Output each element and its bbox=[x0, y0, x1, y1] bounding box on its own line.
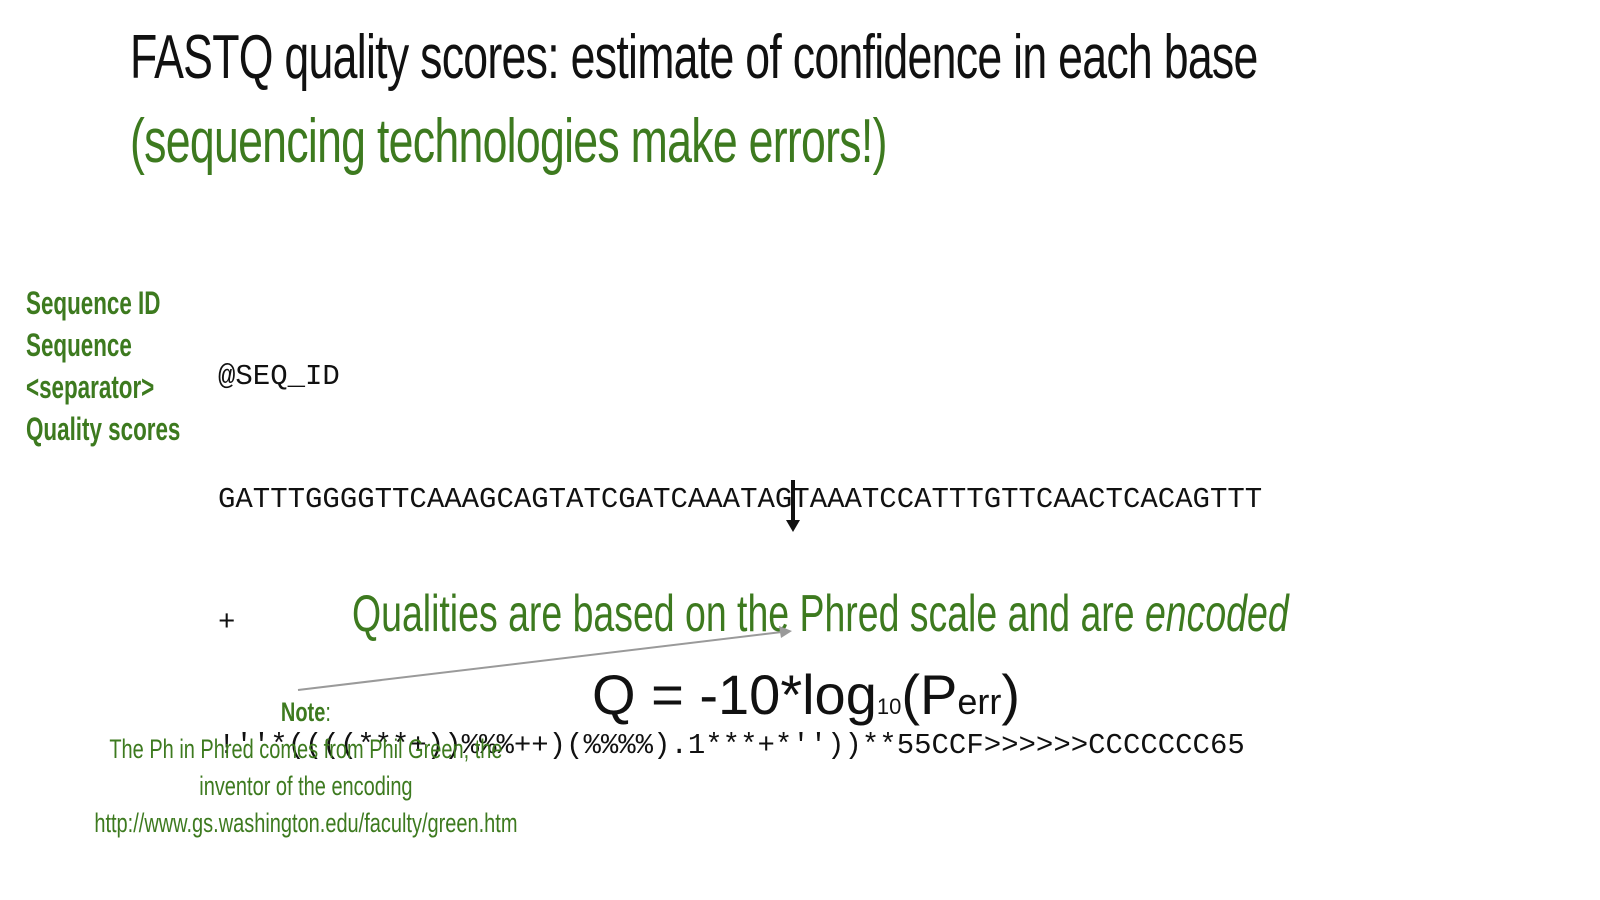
fastq-labels: Sequence ID Sequence <separator> Quality… bbox=[26, 282, 180, 450]
note-heading: Note bbox=[280, 697, 326, 727]
formula-paren-open: (P bbox=[901, 663, 958, 726]
fastq-sequence-line: GATTTGGGGTTCAAAGCAGTATCGATCAAATAGTAAATCC… bbox=[218, 483, 1263, 516]
fastq-separator-line: + bbox=[218, 606, 236, 639]
note-box: Note: The Ph in Phred comes from Phil Gr… bbox=[20, 694, 517, 842]
formula-log-base: 10 bbox=[876, 694, 902, 719]
slide-subtitle: (sequencing technologies make errors!) bbox=[130, 107, 887, 176]
label-separator: <separator> bbox=[26, 369, 155, 405]
formula-main: Q = -10*log bbox=[592, 663, 877, 726]
formula-paren-close: ) bbox=[1001, 663, 1020, 726]
label-sequence-id: Sequence ID bbox=[26, 285, 161, 321]
phred-statement-emphasis: encoded bbox=[1144, 585, 1289, 643]
note-content: Note: The Ph in Phred comes from Phil Gr… bbox=[94, 694, 517, 842]
note-line-2: inventor of the encoding bbox=[199, 771, 413, 801]
fastq-quality-line: !''*((((***+))%%%++)(%%%%).1***+*''))**5… bbox=[218, 729, 1245, 762]
phred-formula: Q = -10*log10(Perr) bbox=[592, 662, 1020, 727]
note-url: http://www.gs.washington.edu/faculty/gre… bbox=[94, 808, 518, 838]
note-heading-colon: : bbox=[325, 697, 331, 727]
phred-statement-text: Qualities are based on the Phred scale a… bbox=[352, 585, 1145, 643]
fastq-seq-id-line: @SEQ_ID bbox=[218, 360, 340, 393]
fastq-record: @SEQ_ID GATTTGGGGTTCAAAGCAGTATCGATCAAATA… bbox=[218, 274, 1262, 807]
formula-err-subscript: err bbox=[957, 681, 1002, 722]
label-sequence: Sequence bbox=[26, 327, 132, 363]
down-arrow-icon bbox=[786, 480, 800, 532]
note-heading-line: Note: bbox=[94, 694, 517, 731]
slide-title: FASTQ quality scores: estimate of confid… bbox=[130, 23, 1258, 92]
phred-statement: Qualities are based on the Phred scale a… bbox=[352, 584, 1289, 644]
label-quality-scores: Quality scores bbox=[26, 411, 181, 447]
note-line-1: The Ph in Phred comes from Phil Green, t… bbox=[109, 734, 503, 764]
